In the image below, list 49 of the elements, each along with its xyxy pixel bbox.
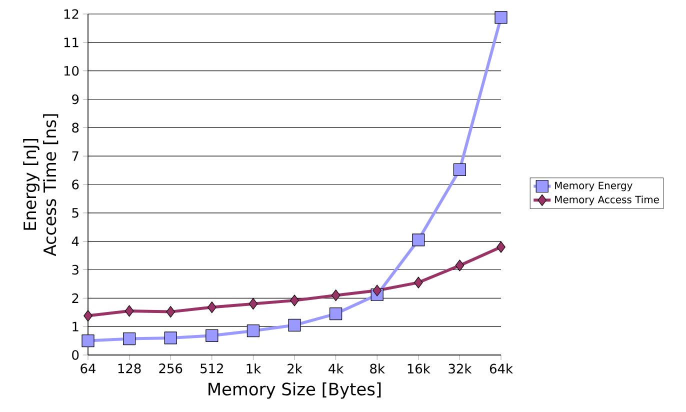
y-tick-label: 8	[72, 122, 79, 133]
y-tick-label: 1	[72, 322, 78, 332]
y-tick-label: 12	[64, 9, 78, 19]
y-tick-label: 6	[72, 180, 79, 190]
y-tick-label: 9	[72, 94, 79, 104]
point	[166, 306, 176, 318]
y-tick-label: 3	[72, 264, 78, 275]
y-tick-label: 5	[72, 208, 78, 218]
x-tick-label: 1k	[246, 364, 262, 374]
y-axis-title: Energy [nJ] Access Time [ns]	[23, 114, 58, 256]
x-tick-label: 2k	[288, 364, 302, 374]
y-tick-label: 10	[64, 66, 79, 76]
x-tick-label: 8k	[370, 364, 385, 374]
point	[248, 298, 258, 310]
y-tick-label: 11	[64, 38, 78, 48]
point	[414, 276, 423, 288]
point	[453, 163, 466, 176]
legend-label: Memory Energy	[555, 182, 632, 192]
point	[290, 294, 299, 306]
x-tick-label: 256	[159, 364, 182, 374]
y-tick-label: 0	[72, 350, 79, 360]
point	[124, 305, 134, 317]
y-tick-label: 4	[72, 236, 79, 246]
point	[84, 310, 92, 322]
x-tick-label: 512	[200, 364, 223, 374]
point	[82, 334, 94, 348]
x-tick-label: 64	[80, 364, 96, 374]
point	[412, 234, 425, 246]
point	[330, 307, 342, 320]
x-tick-label: 16k	[408, 364, 430, 374]
point	[207, 301, 216, 314]
point	[496, 241, 506, 253]
point	[331, 290, 340, 302]
point	[288, 318, 301, 332]
point	[246, 324, 260, 338]
point	[494, 11, 508, 24]
point	[455, 260, 464, 272]
point	[123, 332, 136, 346]
x-tick-label: 128	[118, 364, 141, 374]
x-axis-title: Memory Size [Bytes]	[208, 382, 381, 399]
x-tick-label: 4k	[328, 364, 344, 374]
legend-label: Memory Access Time	[555, 196, 659, 206]
y-tick-label: 7	[72, 151, 78, 161]
point	[164, 332, 177, 344]
point	[372, 284, 382, 296]
x-tick-label: 32k	[448, 364, 472, 374]
x-tick-label: 64k	[490, 364, 513, 374]
y-tick-label: 2	[72, 293, 78, 303]
point	[206, 329, 218, 342]
